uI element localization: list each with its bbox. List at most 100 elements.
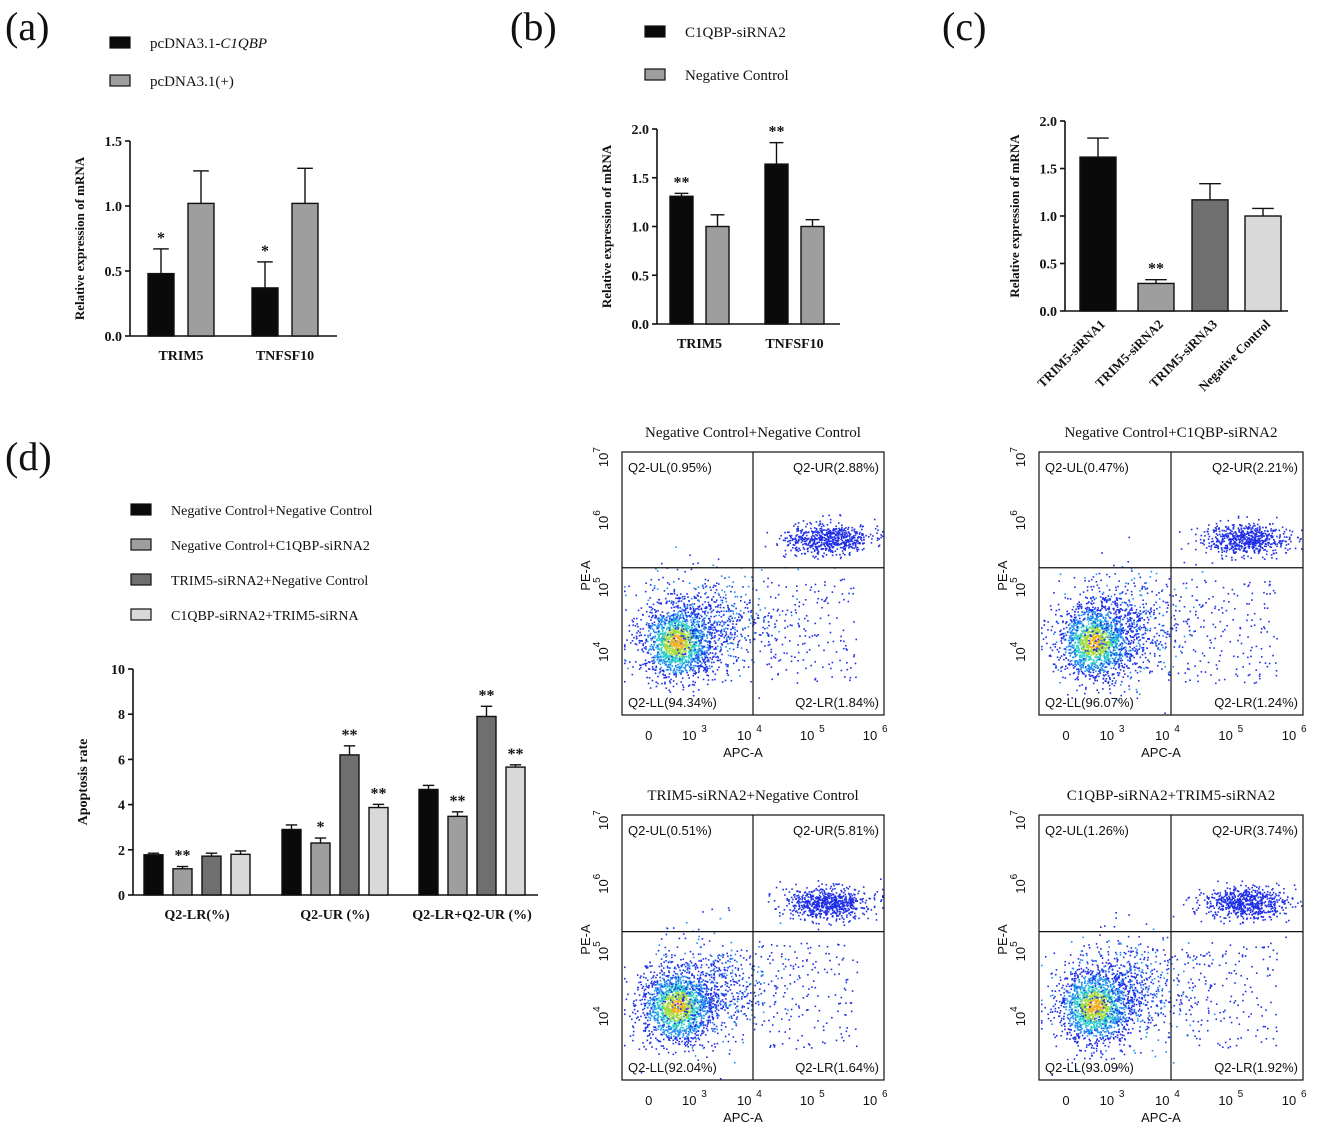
scatter-point: [811, 534, 814, 537]
scatter-point: [803, 538, 805, 540]
scatter-point: [671, 600, 673, 602]
scatter-point: [693, 612, 696, 615]
scatter-point: [685, 646, 687, 649]
scatter-point: [1076, 622, 1079, 625]
scatter-point: [856, 539, 859, 541]
scatter-point: [1121, 592, 1123, 594]
scatter-point: [1071, 608, 1074, 611]
scatter-point: [715, 621, 718, 624]
scatter-point: [857, 535, 860, 538]
scatter-point: [798, 601, 801, 603]
scatter-point: [678, 600, 680, 602]
scatter-point: [672, 650, 674, 653]
scatter-point: [815, 548, 818, 550]
scatter-point: [694, 632, 697, 635]
scatter-point: [727, 610, 730, 613]
scatter-point: [694, 616, 697, 618]
scatter-point: [676, 613, 679, 616]
scatter-point: [697, 595, 699, 597]
y-tick-label: 4: [118, 799, 125, 814]
scatter-point: [748, 619, 751, 621]
scatter-point: [651, 611, 653, 614]
scatter-point: [768, 612, 770, 614]
scatter-point: [1073, 637, 1076, 640]
scatter-point: [652, 603, 655, 606]
scatter-point: [1131, 631, 1134, 633]
scatter-point: [1143, 626, 1146, 628]
scatter-point: [844, 547, 847, 549]
scatter-point: [706, 660, 709, 662]
scatter-point: [1104, 652, 1106, 655]
scatter-point: [737, 644, 739, 646]
scatter-point: [1092, 596, 1095, 598]
scatter-point: [624, 660, 627, 662]
scatter-point: [1082, 645, 1085, 647]
scatter-point: [1163, 661, 1165, 664]
scatter-point: [711, 679, 714, 681]
scatter-point: [693, 649, 696, 652]
scatter-point: [1146, 592, 1149, 595]
scatter-point: [797, 522, 800, 524]
scatter-point: [1173, 588, 1176, 591]
scatter-point: [755, 612, 758, 615]
y-axis-label: Relative expression of mRNA: [1007, 134, 1022, 298]
scatter-point: [691, 613, 694, 615]
scatter-point: [767, 641, 770, 643]
scatter-point: [733, 626, 736, 629]
scatter-point: [786, 652, 788, 655]
scatter-point: [692, 563, 694, 565]
scatter-point: [1089, 630, 1092, 633]
scatter-point: [683, 604, 686, 607]
scatter-point: [664, 681, 666, 684]
scatter-point: [832, 541, 835, 543]
scatter-point: [1112, 641, 1115, 643]
scatter-point: [714, 646, 717, 649]
scatter-point: [1107, 614, 1109, 616]
scatter-point: [804, 599, 807, 601]
significance-marker: *: [157, 230, 165, 247]
scatter-point: [699, 650, 702, 652]
scatter-point: [686, 630, 688, 632]
scatter-point: [649, 632, 652, 635]
scatter-point: [1094, 639, 1097, 641]
scatter-point: [652, 641, 655, 643]
scatter-point: [802, 659, 805, 661]
scatter-point: [782, 539, 785, 542]
scatter-point: [1136, 616, 1138, 618]
scatter-point: [688, 632, 691, 635]
scatter-point: [840, 533, 843, 536]
scatter-point: [698, 689, 700, 691]
bar: [764, 163, 789, 325]
scatter-point: [847, 538, 849, 541]
scatter-point: [678, 627, 680, 629]
scatter-point: [1164, 712, 1166, 715]
scatter-point: [1087, 602, 1089, 604]
scatter-point: [1090, 649, 1093, 651]
scatter-point: [1163, 631, 1166, 634]
scatter-point: [1130, 619, 1132, 622]
y-tick-label: 0.5: [105, 265, 123, 280]
scatter-point: [1112, 607, 1115, 610]
scatter-point: [639, 640, 642, 642]
scatter-point: [774, 657, 777, 659]
scatter-point: [814, 546, 817, 548]
scatter-point: [1157, 647, 1159, 649]
scatter-point: [851, 529, 853, 532]
scatter-point: [1129, 612, 1132, 615]
scatter-point: [703, 628, 706, 631]
scatter-point: [697, 625, 700, 627]
scatter-point: [672, 643, 675, 646]
legend-label-italic: C1QBP: [220, 36, 267, 52]
scatter-point: [677, 619, 680, 622]
scatter-point: [686, 644, 689, 646]
scatter-point: [656, 638, 658, 640]
scatter-point: [1138, 648, 1141, 650]
scatter-point: [661, 644, 664, 646]
scatter-point: [687, 664, 689, 666]
scatter-point: [1076, 637, 1078, 639]
scatter-point: [841, 534, 844, 537]
scatter-point: [669, 626, 672, 629]
scatter-point: [1113, 646, 1115, 648]
scatter-point: [1187, 662, 1189, 665]
scatter-point: [690, 568, 693, 571]
